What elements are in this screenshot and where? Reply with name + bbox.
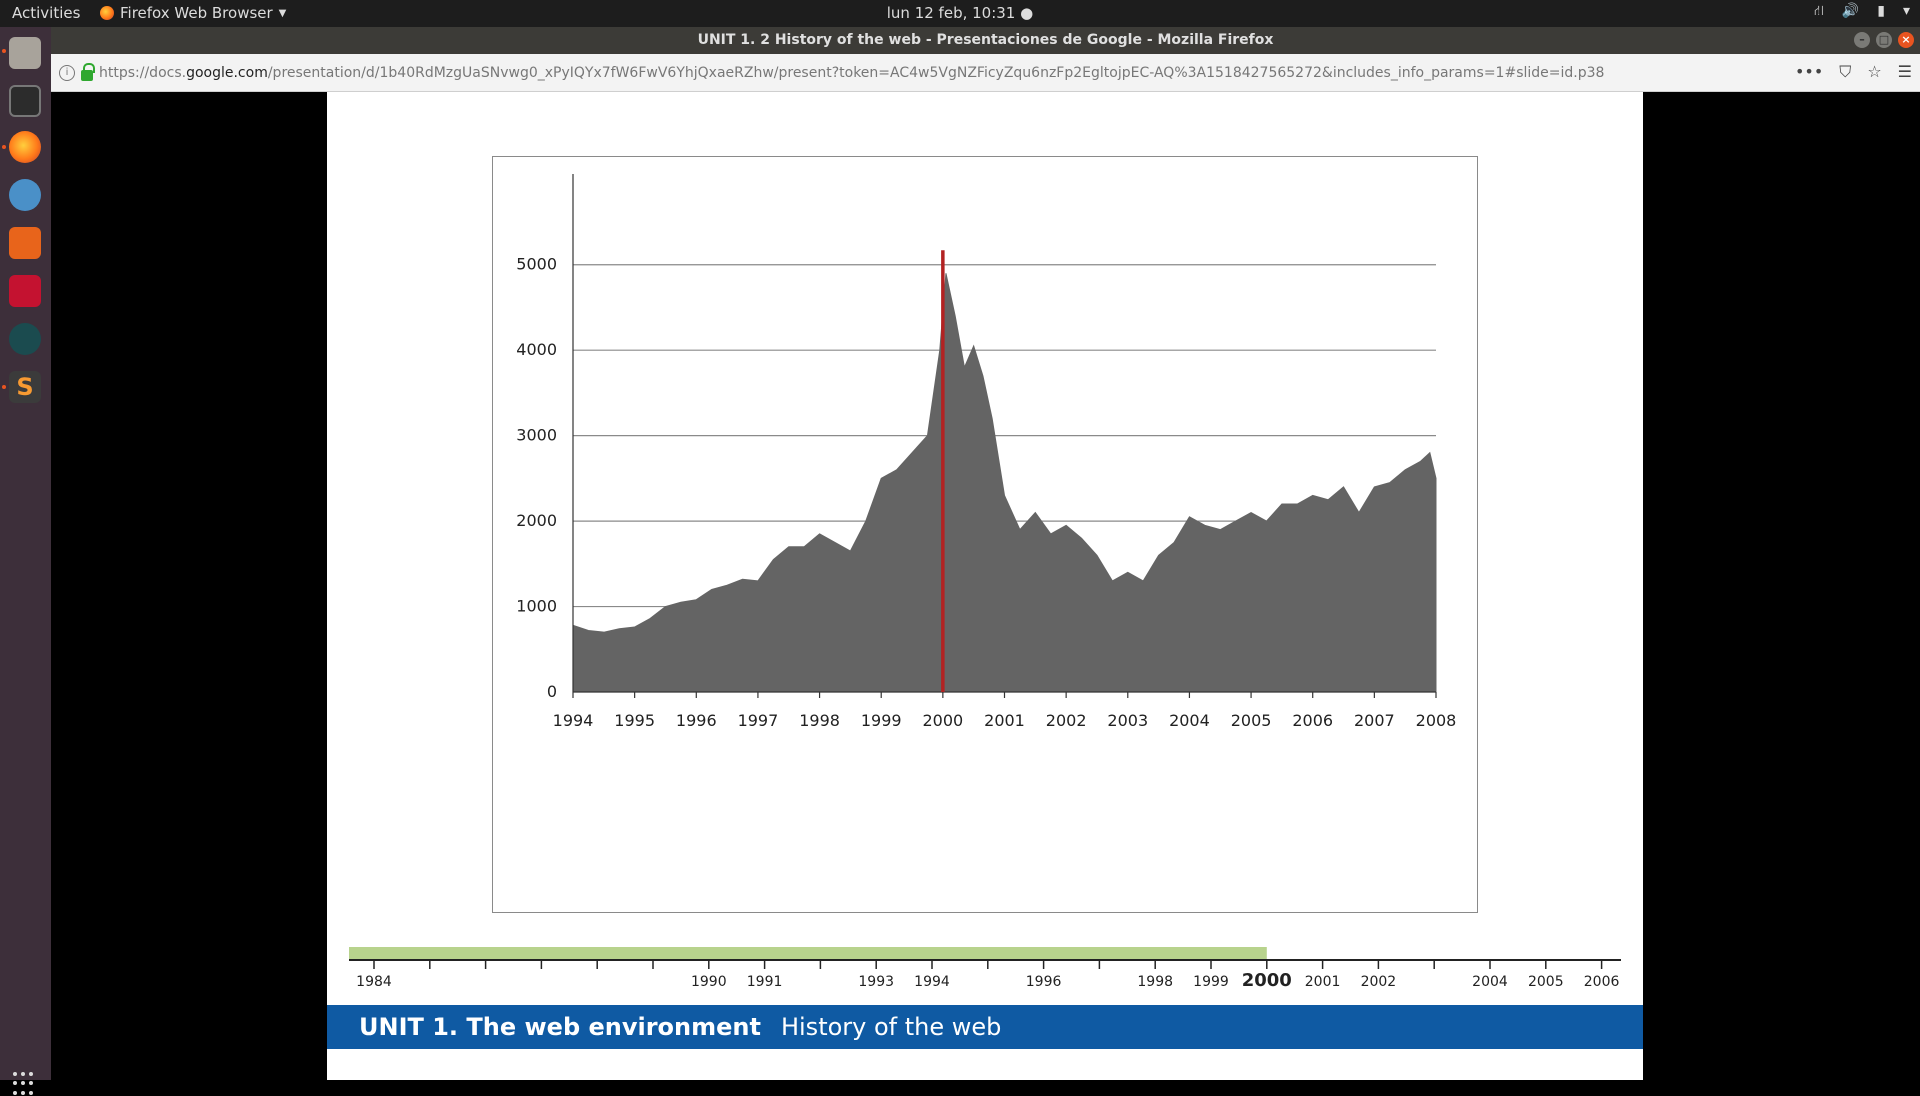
show-applications-button[interactable]: [13, 1072, 37, 1096]
y-tick-label: 3000: [516, 426, 557, 445]
x-tick-label: 2006: [1292, 711, 1333, 730]
mendeley-icon[interactable]: [9, 275, 41, 307]
x-tick-label: 2007: [1354, 711, 1395, 730]
software-center-icon[interactable]: [9, 227, 41, 259]
series-area: [572, 273, 1437, 693]
hamburger-menu-icon[interactable]: ☰: [1897, 62, 1912, 81]
chevron-down-icon: ▼: [278, 7, 287, 19]
x-tick-label: 1995: [614, 711, 655, 730]
url-actions: ••• ⛉ ☆ ☰: [1795, 62, 1912, 82]
running-indicator: [2, 49, 6, 53]
url-path: /presentation/d/1b40RdMzgUaSNvwg0_xPyIQY…: [267, 65, 1605, 81]
firefox-icon[interactable]: [9, 131, 41, 163]
timeline-label: 2000: [1242, 970, 1292, 991]
x-tick-label: 2002: [1046, 711, 1087, 730]
x-tick-label: 1997: [738, 711, 779, 730]
timeline-label: 2006: [1584, 974, 1620, 990]
y-tick-label: 5000: [516, 255, 557, 274]
lock-icon[interactable]: [81, 62, 95, 81]
app-menu-label: Firefox Web Browser: [120, 4, 273, 22]
wine-icon[interactable]: [9, 179, 41, 211]
running-indicator: [2, 385, 6, 389]
info-icon[interactable]: i: [59, 65, 75, 81]
window-title: UNIT 1. 2 History of the web - Presentac…: [697, 32, 1274, 48]
chart-frame: 0 1000 2000 3000 4000 5000 1994 1995 1996 1997 199…: [492, 156, 1478, 913]
timeline-label: 1984: [356, 974, 392, 990]
timeline-highlight: [349, 947, 1267, 959]
bookmark-star-icon[interactable]: ☆: [1867, 62, 1882, 81]
timeline-label: 1998: [1137, 974, 1173, 990]
timeline-label: 2002: [1361, 974, 1397, 990]
area-chart: 0 1000 2000 3000 4000 5000 1994 1995 1996 1997 199…: [516, 174, 1457, 730]
x-tick-label: 1994: [553, 711, 594, 730]
clock-label[interactable]: lun 12 feb, 10:31: [886, 4, 1016, 22]
y-tick-label: 2000: [516, 511, 557, 530]
activities-button[interactable]: Activities: [12, 4, 81, 22]
y-tick-label: 4000: [516, 340, 557, 359]
notification-dot-icon: ●: [1020, 4, 1034, 22]
terminal-icon[interactable]: [9, 85, 41, 117]
more-actions-icon[interactable]: •••: [1794, 62, 1824, 81]
timeline-label: 1996: [1026, 974, 1062, 990]
system-top-bar: Activities Firefox Web Browser ▼ lun 12 …: [0, 0, 1920, 27]
url-host: google.com: [186, 65, 268, 81]
files-icon[interactable]: [9, 37, 41, 69]
timeline-label: 1990: [691, 974, 727, 990]
window-title-bar: UNIT 1. 2 History of the web - Presentac…: [51, 27, 1920, 54]
x-tick-label: 1998: [799, 711, 840, 730]
x-tick-label: 2001: [984, 711, 1025, 730]
x-tick-label: 1996: [676, 711, 717, 730]
timeline-label: 2004: [1472, 974, 1508, 990]
x-tick-label: 2003: [1107, 711, 1148, 730]
timeline: 1984 1990 1991 1993 1994 1996 1998 1999 2000 2001…: [349, 947, 1621, 991]
y-tick-label: 1000: [516, 597, 557, 616]
minimize-button[interactable]: –: [1854, 32, 1870, 48]
battery-icon[interactable]: ▮: [1877, 3, 1885, 19]
x-tick-label: 2000: [922, 711, 963, 730]
app-menu[interactable]: Firefox Web Browser ▼: [100, 4, 286, 22]
timeline-label: 1993: [858, 974, 894, 990]
firefox-icon: [100, 6, 114, 20]
clock: lun 12 feb, 10:31 ●: [0, 4, 1920, 22]
network-icon[interactable]: ⛙: [1813, 3, 1824, 19]
x-tick-label: 2005: [1231, 711, 1272, 730]
x-tick-label: 2008: [1416, 711, 1457, 730]
navigation-bar: i https://docs.google.com/presentation/d…: [51, 54, 1920, 92]
timeline-label: 2001: [1305, 974, 1341, 990]
presentation-slide[interactable]: 0 1000 2000 3000 4000 5000 1994 1995 1996 1997 199…: [327, 92, 1643, 1080]
window-controls: – □ ×: [1854, 32, 1914, 48]
timeline-label: 1994: [914, 974, 950, 990]
running-indicator: [2, 145, 6, 149]
volume-icon[interactable]: 🔊: [1841, 3, 1860, 19]
chevron-down-icon[interactable]: ▾: [1902, 3, 1910, 19]
timeline-label: 2005: [1528, 974, 1564, 990]
sublime-text-icon[interactable]: S: [9, 371, 41, 403]
close-button[interactable]: ×: [1898, 32, 1914, 48]
timeline-label: 1991: [747, 974, 783, 990]
x-tick-label: 2004: [1169, 711, 1210, 730]
url-text[interactable]: https://docs.google.com/presentation/d/1…: [99, 65, 1604, 81]
footer-unit-title: UNIT 1. The web environment: [359, 1013, 761, 1041]
url-prefix: https://docs.: [99, 65, 187, 81]
footer-topic: History of the web: [780, 1013, 1002, 1041]
launcher: S: [0, 27, 51, 1095]
y-tick-label: 0: [547, 682, 557, 701]
system-tray[interactable]: ⛙ 🔊 ▮ ▾: [1814, 3, 1910, 21]
maximize-button[interactable]: □: [1876, 32, 1892, 48]
url-field[interactable]: i https://docs.google.com/presentation/d…: [59, 60, 1799, 86]
x-tick-label: 1999: [861, 711, 902, 730]
slide-footer: UNIT 1. The web environment History of t…: [327, 1005, 1643, 1049]
gitkraken-icon[interactable]: [9, 323, 41, 355]
timeline-label: 1999: [1193, 974, 1229, 990]
pocket-icon[interactable]: ⛉: [1839, 62, 1852, 81]
